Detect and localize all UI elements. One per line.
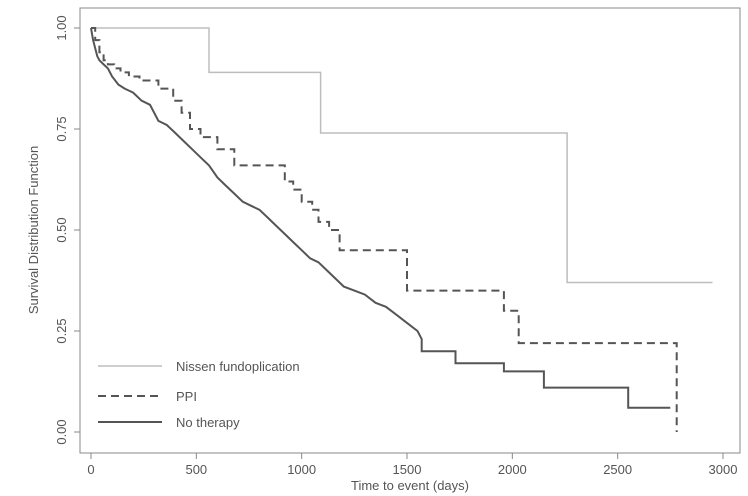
series-line-1 <box>91 27 678 432</box>
y-tick-label: 0.00 <box>54 419 69 444</box>
x-axis: 0 500 1000 1500 2000 2500 3000 <box>87 453 737 477</box>
legend-label-2: No therapy <box>176 415 240 430</box>
legend: Nissen fundoplication PPI No therapy <box>98 359 300 430</box>
x-tick-label: 2500 <box>603 462 632 477</box>
y-axis-title: Survival Distribution Function <box>26 146 41 314</box>
x-tick-label: 2000 <box>498 462 527 477</box>
y-tick-label: 0.25 <box>54 318 69 343</box>
series-line-2 <box>90 27 671 409</box>
y-axis: 0.00 0.25 0.50 0.75 1.00 <box>54 15 80 445</box>
x-axis-title: Time to event (days) <box>351 478 469 493</box>
x-tick-label: 3000 <box>709 462 738 477</box>
legend-label-1: PPI <box>176 389 197 404</box>
y-tick-label: 0.75 <box>54 116 69 141</box>
x-tick-label: 1500 <box>393 462 422 477</box>
series-line-0 <box>91 27 713 284</box>
series-layer <box>90 27 713 432</box>
x-tick-label: 500 <box>185 462 207 477</box>
x-tick-label: 0 <box>87 462 94 477</box>
x-tick-label: 1000 <box>287 462 316 477</box>
plot-frame <box>79 7 741 454</box>
y-tick-label: 1.00 <box>54 15 69 40</box>
y-tick-label: 0.50 <box>54 217 69 242</box>
legend-label-0: Nissen fundoplication <box>176 359 300 374</box>
